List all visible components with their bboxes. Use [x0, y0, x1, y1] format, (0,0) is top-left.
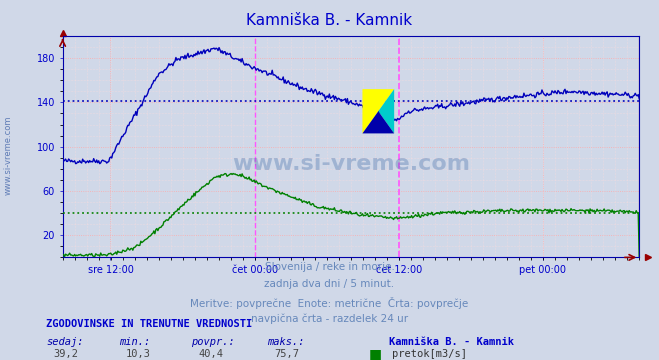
Text: www.si-vreme.com: www.si-vreme.com	[3, 115, 13, 194]
Text: Kamniška B. - Kamnik: Kamniška B. - Kamnik	[246, 13, 413, 28]
Text: www.si-vreme.com: www.si-vreme.com	[232, 154, 470, 174]
Text: zadnja dva dni / 5 minut.: zadnja dva dni / 5 minut.	[264, 279, 395, 289]
Polygon shape	[362, 89, 394, 134]
Polygon shape	[378, 89, 394, 134]
Text: Slovenija / reke in morje.: Slovenija / reke in morje.	[264, 262, 395, 272]
Text: pretok[m3/s]: pretok[m3/s]	[392, 349, 467, 359]
Text: povpr.:: povpr.:	[191, 337, 235, 347]
Text: navpična črta - razdelek 24 ur: navpična črta - razdelek 24 ur	[251, 314, 408, 324]
Text: 10,3: 10,3	[126, 349, 151, 359]
Text: 39,2: 39,2	[53, 349, 78, 359]
Text: 40,4: 40,4	[198, 349, 223, 359]
Text: ■: ■	[369, 359, 382, 360]
Text: ZGODOVINSKE IN TRENUTNE VREDNOSTI: ZGODOVINSKE IN TRENUTNE VREDNOSTI	[46, 319, 252, 329]
Polygon shape	[362, 111, 394, 134]
Text: Meritve: povprečne  Enote: metrične  Črta: povprečje: Meritve: povprečne Enote: metrične Črta:…	[190, 297, 469, 309]
Text: 75,7: 75,7	[274, 349, 299, 359]
Text: Kamniška B. - Kamnik: Kamniška B. - Kamnik	[389, 337, 514, 347]
Text: ■: ■	[369, 347, 382, 360]
Text: sedaj:: sedaj:	[46, 337, 84, 347]
Text: min.:: min.:	[119, 337, 150, 347]
Text: maks.:: maks.:	[267, 337, 304, 347]
